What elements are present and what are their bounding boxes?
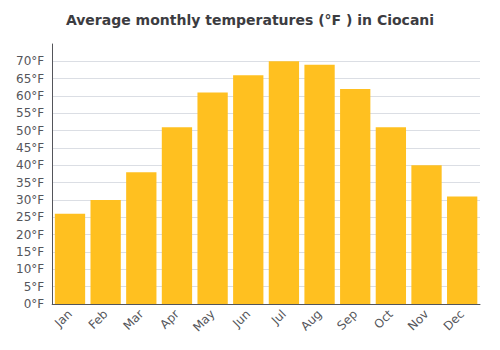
svg-text:35°F: 35°F [16, 176, 44, 190]
svg-text:55°F: 55°F [16, 106, 44, 120]
svg-text:Feb: Feb [86, 307, 111, 332]
svg-text:Mar: Mar [120, 307, 146, 333]
svg-text:5°F: 5°F [24, 280, 45, 294]
svg-text:Apr: Apr [157, 307, 182, 332]
svg-text:Sep: Sep [334, 307, 360, 333]
svg-text:20°F: 20°F [16, 228, 44, 242]
svg-text:Dec: Dec [441, 307, 467, 333]
svg-text:Jun: Jun [229, 307, 253, 331]
svg-text:40°F: 40°F [16, 158, 44, 172]
svg-text:0°F: 0°F [24, 297, 45, 311]
svg-text:Nov: Nov [405, 307, 431, 333]
svg-text:70°F: 70°F [16, 54, 44, 68]
svg-text:Oct: Oct [371, 307, 396, 332]
svg-text:30°F: 30°F [16, 193, 44, 207]
svg-text:65°F: 65°F [16, 72, 44, 86]
svg-text:10°F: 10°F [16, 262, 44, 276]
svg-text:60°F: 60°F [16, 89, 44, 103]
svg-text:Jan: Jan [51, 307, 75, 331]
svg-text:Average monthly temperatures (: Average monthly temperatures (°F ) in Ci… [66, 12, 434, 28]
svg-text:50°F: 50°F [16, 124, 44, 138]
svg-text:45°F: 45°F [16, 141, 44, 155]
svg-text:May: May [190, 307, 217, 334]
svg-text:15°F: 15°F [16, 245, 44, 259]
svg-text:25°F: 25°F [16, 210, 44, 224]
svg-text:Aug: Aug [298, 307, 324, 333]
svg-text:Jul: Jul [268, 307, 289, 328]
